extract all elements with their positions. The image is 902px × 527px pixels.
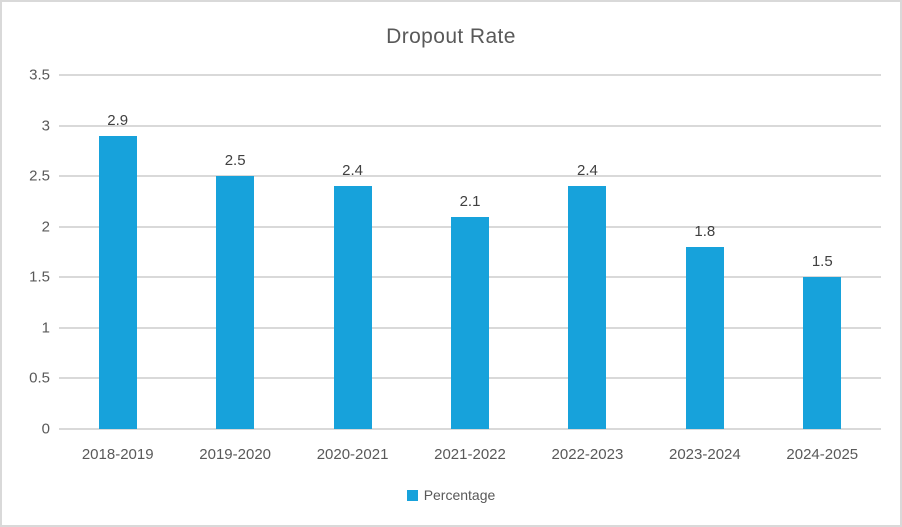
y-tick-label: 1 xyxy=(41,319,50,337)
gridline xyxy=(59,428,881,430)
bar-slot: 2.1 xyxy=(411,75,528,429)
bar-2020-2021 xyxy=(333,186,372,429)
y-tick-label: 3 xyxy=(41,117,50,135)
bar-2018-2019 xyxy=(98,135,137,429)
legend-label: Percentage xyxy=(423,487,496,503)
data-label-2024-2025: 1.5 xyxy=(811,253,833,271)
data-label-2019-2020: 2.5 xyxy=(224,152,246,170)
plot-area: 2.9 2.5 2.4 2.1 2.4 1.8 1.5 xyxy=(59,74,881,430)
legend-swatch-icon xyxy=(406,489,418,501)
bar-slot: 2.9 xyxy=(59,75,176,429)
data-label-2022-2023: 2.4 xyxy=(576,162,598,180)
y-axis: 0 0.5 1 1.5 2 2.5 3 3.5 xyxy=(2,67,50,438)
data-label-2021-2022: 2.1 xyxy=(459,192,481,210)
x-tick-label-2019-2020: 2019-2020 xyxy=(199,446,271,463)
bar-2023-2024 xyxy=(685,246,724,429)
x-tick-label-2022-2023: 2022-2023 xyxy=(551,446,624,463)
chart-title: Dropout Rate xyxy=(386,25,516,48)
y-tick-label: 2.5 xyxy=(29,167,50,185)
gridline xyxy=(59,124,881,127)
x-tick-label-2024-2025: 2024-2025 xyxy=(786,446,859,463)
y-tick-label: 3.5 xyxy=(29,66,50,84)
bar-2021-2022 xyxy=(450,216,489,429)
bar-2019-2020 xyxy=(216,176,255,429)
data-label-2018-2019: 2.9 xyxy=(107,111,129,129)
gridline xyxy=(59,74,881,76)
bar-slot: 1.5 xyxy=(764,75,881,429)
y-tick-label: 0 xyxy=(41,420,50,438)
bar-slot: 1.8 xyxy=(646,75,763,429)
x-tick-label-2018-2019: 2018-2019 xyxy=(81,446,154,463)
legend: Percentage xyxy=(2,487,900,503)
y-tick-label: 0.5 xyxy=(29,369,50,387)
x-tick-label-2023-2024: 2023-2024 xyxy=(668,446,741,463)
x-tick-label-2021-2022: 2021-2022 xyxy=(434,446,506,463)
y-tick-label: 2 xyxy=(41,218,50,236)
bar-slot: 2.5 xyxy=(176,75,293,429)
bar-slot: 2.4 xyxy=(529,75,646,429)
gridline xyxy=(59,175,881,178)
y-tick-label: 1.5 xyxy=(29,268,50,286)
bar-slot: 2.4 xyxy=(294,75,411,429)
data-label-2023-2024: 1.8 xyxy=(694,222,716,240)
data-label-2020-2021: 2.4 xyxy=(342,162,363,180)
bar-2022-2023 xyxy=(568,186,607,429)
bar-2024-2025 xyxy=(803,277,842,429)
x-axis: 2018-2019 2019-2020 2020-2021 2021-2022 2022… xyxy=(59,446,881,466)
x-tick-label-2020-2021: 2020-2021 xyxy=(316,446,389,463)
